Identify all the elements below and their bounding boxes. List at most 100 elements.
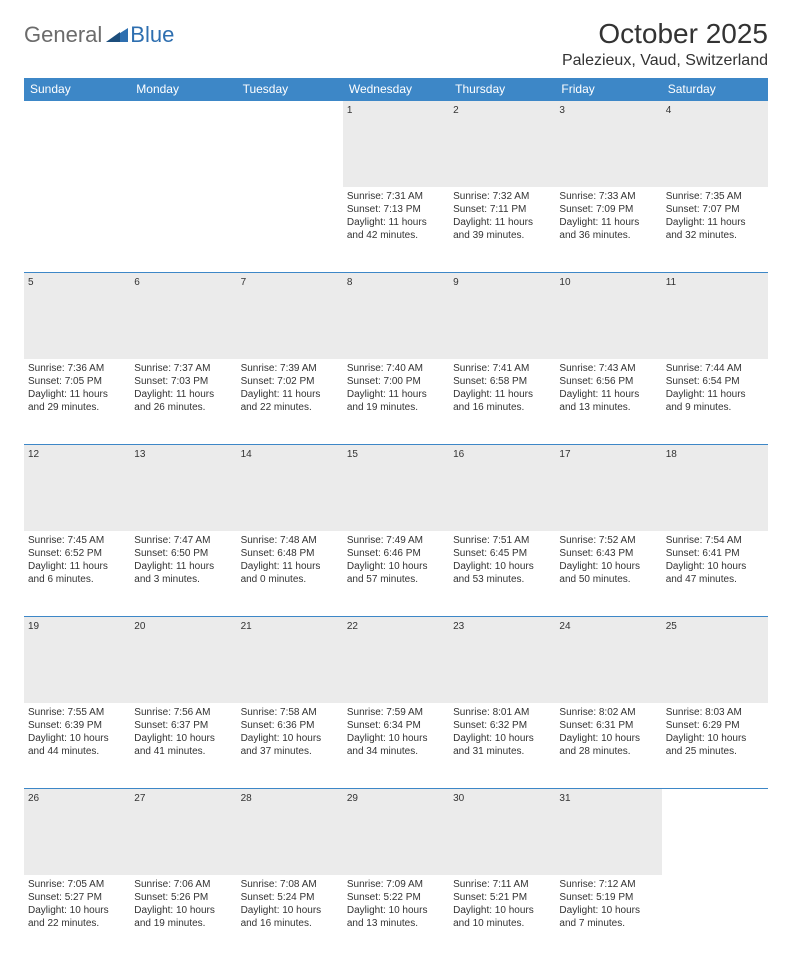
day-number: 18 <box>662 445 768 531</box>
sunrise-text: Sunrise: 7:51 AM <box>453 534 551 547</box>
day-cell: Sunrise: 7:52 AMSunset: 6:43 PMDaylight:… <box>555 531 661 617</box>
day-cell <box>662 875 768 961</box>
day-cell: Sunrise: 7:31 AMSunset: 7:13 PMDaylight:… <box>343 187 449 273</box>
d1-text: Daylight: 10 hours <box>134 904 232 917</box>
d2-text: and 16 minutes. <box>453 401 551 414</box>
d1-text: Daylight: 11 hours <box>134 560 232 573</box>
day-cell: Sunrise: 7:48 AMSunset: 6:48 PMDaylight:… <box>237 531 343 617</box>
day-number: 24 <box>555 617 661 703</box>
weekday-header-row: Sunday Monday Tuesday Wednesday Thursday… <box>24 78 768 101</box>
day-cell: Sunrise: 7:49 AMSunset: 6:46 PMDaylight:… <box>343 531 449 617</box>
day-number: 10 <box>555 273 661 359</box>
daynum-row: 262728293031 <box>24 789 768 875</box>
day-cell: Sunrise: 7:05 AMSunset: 5:27 PMDaylight:… <box>24 875 130 961</box>
d1-text: Daylight: 10 hours <box>453 732 551 745</box>
d2-text: and 47 minutes. <box>666 573 764 586</box>
day-cell: Sunrise: 7:06 AMSunset: 5:26 PMDaylight:… <box>130 875 236 961</box>
d2-text: and 37 minutes. <box>241 745 339 758</box>
sunrise-text: Sunrise: 7:39 AM <box>241 362 339 375</box>
day-number: 8 <box>343 273 449 359</box>
day-cell: Sunrise: 8:01 AMSunset: 6:32 PMDaylight:… <box>449 703 555 789</box>
day-number: 5 <box>24 273 130 359</box>
d2-text: and 41 minutes. <box>134 745 232 758</box>
d1-text: Daylight: 10 hours <box>347 904 445 917</box>
day-number: 16 <box>449 445 555 531</box>
day-cell: Sunrise: 7:39 AMSunset: 7:02 PMDaylight:… <box>237 359 343 445</box>
d1-text: Daylight: 10 hours <box>241 732 339 745</box>
day-cell: Sunrise: 7:51 AMSunset: 6:45 PMDaylight:… <box>449 531 555 617</box>
d1-text: Daylight: 11 hours <box>134 388 232 401</box>
sunset-text: Sunset: 6:36 PM <box>241 719 339 732</box>
day-detail-row: Sunrise: 7:05 AMSunset: 5:27 PMDaylight:… <box>24 875 768 961</box>
sunset-text: Sunset: 5:21 PM <box>453 891 551 904</box>
weekday-header: Thursday <box>449 78 555 101</box>
d1-text: Daylight: 10 hours <box>666 560 764 573</box>
day-cell: Sunrise: 7:59 AMSunset: 6:34 PMDaylight:… <box>343 703 449 789</box>
sunset-text: Sunset: 6:43 PM <box>559 547 657 560</box>
d1-text: Daylight: 10 hours <box>559 560 657 573</box>
day-cell: Sunrise: 7:40 AMSunset: 7:00 PMDaylight:… <box>343 359 449 445</box>
day-cell: Sunrise: 7:33 AMSunset: 7:09 PMDaylight:… <box>555 187 661 273</box>
d1-text: Daylight: 10 hours <box>453 904 551 917</box>
sunset-text: Sunset: 7:03 PM <box>134 375 232 388</box>
day-detail-row: Sunrise: 7:55 AMSunset: 6:39 PMDaylight:… <box>24 703 768 789</box>
d2-text: and 25 minutes. <box>666 745 764 758</box>
sunrise-text: Sunrise: 7:52 AM <box>559 534 657 547</box>
d1-text: Daylight: 10 hours <box>347 732 445 745</box>
sunrise-text: Sunrise: 7:37 AM <box>134 362 232 375</box>
daynum-row: 12131415161718 <box>24 445 768 531</box>
d2-text: and 28 minutes. <box>559 745 657 758</box>
sunrise-text: Sunrise: 7:12 AM <box>559 878 657 891</box>
sunrise-text: Sunrise: 7:49 AM <box>347 534 445 547</box>
sunrise-text: Sunrise: 8:01 AM <box>453 706 551 719</box>
day-cell: Sunrise: 8:03 AMSunset: 6:29 PMDaylight:… <box>662 703 768 789</box>
day-number: 3 <box>555 101 661 187</box>
sunrise-text: Sunrise: 7:43 AM <box>559 362 657 375</box>
daynum-row: 1234 <box>24 101 768 187</box>
d2-text: and 19 minutes. <box>134 917 232 930</box>
day-number <box>662 789 768 875</box>
day-cell: Sunrise: 7:56 AMSunset: 6:37 PMDaylight:… <box>130 703 236 789</box>
sunrise-text: Sunrise: 7:11 AM <box>453 878 551 891</box>
sunrise-text: Sunrise: 7:47 AM <box>134 534 232 547</box>
day-number <box>24 101 130 187</box>
day-cell: Sunrise: 7:09 AMSunset: 5:22 PMDaylight:… <box>343 875 449 961</box>
day-number: 30 <box>449 789 555 875</box>
day-number: 21 <box>237 617 343 703</box>
d2-text: and 44 minutes. <box>28 745 126 758</box>
d2-text: and 9 minutes. <box>666 401 764 414</box>
day-number: 4 <box>662 101 768 187</box>
day-cell: Sunrise: 7:43 AMSunset: 6:56 PMDaylight:… <box>555 359 661 445</box>
day-number: 6 <box>130 273 236 359</box>
d2-text: and 32 minutes. <box>666 229 764 242</box>
d1-text: Daylight: 11 hours <box>453 216 551 229</box>
sunset-text: Sunset: 6:29 PM <box>666 719 764 732</box>
day-cell: Sunrise: 7:58 AMSunset: 6:36 PMDaylight:… <box>237 703 343 789</box>
day-cell: Sunrise: 7:32 AMSunset: 7:11 PMDaylight:… <box>449 187 555 273</box>
sunset-text: Sunset: 7:07 PM <box>666 203 764 216</box>
d2-text: and 0 minutes. <box>241 573 339 586</box>
sunrise-text: Sunrise: 7:40 AM <box>347 362 445 375</box>
daynum-row: 567891011 <box>24 273 768 359</box>
sunrise-text: Sunrise: 7:48 AM <box>241 534 339 547</box>
day-cell: Sunrise: 7:44 AMSunset: 6:54 PMDaylight:… <box>662 359 768 445</box>
d1-text: Daylight: 10 hours <box>241 904 339 917</box>
sunrise-text: Sunrise: 7:36 AM <box>28 362 126 375</box>
sunrise-text: Sunrise: 7:59 AM <box>347 706 445 719</box>
day-detail-row: Sunrise: 7:45 AMSunset: 6:52 PMDaylight:… <box>24 531 768 617</box>
day-cell <box>130 187 236 273</box>
day-number: 1 <box>343 101 449 187</box>
d1-text: Daylight: 10 hours <box>28 904 126 917</box>
sunset-text: Sunset: 6:50 PM <box>134 547 232 560</box>
d1-text: Daylight: 11 hours <box>666 388 764 401</box>
logo: General Blue <box>24 22 174 48</box>
sunset-text: Sunset: 7:09 PM <box>559 203 657 216</box>
day-number: 27 <box>130 789 236 875</box>
sunset-text: Sunset: 6:41 PM <box>666 547 764 560</box>
sunset-text: Sunset: 6:46 PM <box>347 547 445 560</box>
day-number: 25 <box>662 617 768 703</box>
sunrise-text: Sunrise: 7:35 AM <box>666 190 764 203</box>
day-cell <box>24 187 130 273</box>
day-cell: Sunrise: 7:47 AMSunset: 6:50 PMDaylight:… <box>130 531 236 617</box>
day-number: 2 <box>449 101 555 187</box>
